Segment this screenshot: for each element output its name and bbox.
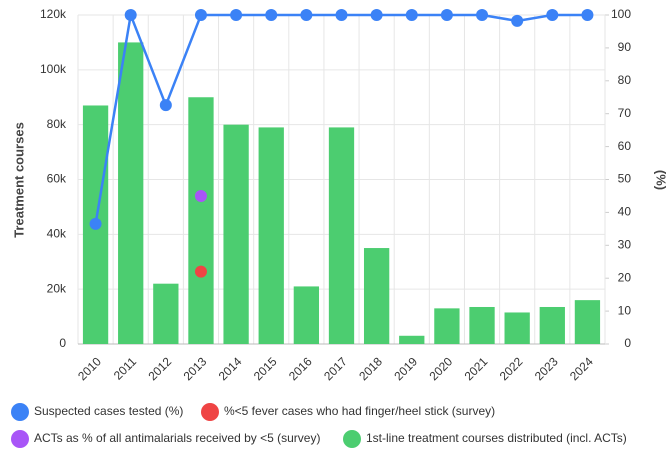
line-point [370,9,383,21]
bar [504,312,530,344]
bar [293,286,320,344]
line-point [511,14,524,27]
x-tick-label: 2019 [391,354,420,383]
y2-axis-title: (%) [654,170,669,190]
line-point [230,9,243,21]
legend-marker [11,430,29,448]
x-tick-label: 2015 [251,354,280,383]
legend-marker [201,403,219,421]
line-point [159,99,172,112]
line-point [476,9,489,21]
y2-tick-label: 80 [618,73,632,87]
legend-label: %<5 fever cases who had finger/heel stic… [224,404,495,418]
y2-tick-label: 70 [618,106,632,120]
line-point [581,9,594,21]
bar [469,306,495,344]
x-tick-label: 2016 [286,354,315,383]
scatter-point [194,265,207,278]
x-tick-label: 2018 [356,354,385,383]
bar [539,306,565,344]
y-axis-title: Treatment courses [11,122,26,238]
line-point [300,9,313,21]
legend-label: Suspected cases tested (%) [34,404,183,418]
x-tick-label: 2013 [181,354,210,383]
x-tick-label: 2017 [321,354,350,383]
line-point [405,9,418,21]
line-point [546,9,559,21]
legend-label: 1st-line treatment courses distributed (… [366,431,627,445]
x-tick-label: 2021 [462,354,491,383]
x-tick-label: 2014 [216,354,245,383]
legend-marker [11,403,29,421]
y-tick-label: 100k [40,62,67,76]
y2-tick-label: 40 [618,205,632,219]
y-tick-label: 0 [59,336,66,350]
y-tick-label: 120k [40,7,67,21]
y-tick-label: 40k [47,227,67,241]
legend-label: ACTs as % of all antimalarials received … [34,431,320,445]
x-tick-label: 2024 [567,354,596,383]
x-tick-label: 2012 [145,354,174,383]
line-point [265,9,278,21]
line-point [124,9,137,21]
y2-tick-label: 0 [624,336,631,350]
y2-tick-label: 30 [618,237,632,251]
bar [118,42,144,345]
y2-tick-label: 20 [618,270,632,284]
line-point [440,9,453,21]
line-point [194,9,207,21]
bar [434,308,460,344]
y2-tick-label: 90 [618,40,632,54]
x-tick-label: 2020 [426,354,455,383]
y2-tick-label: 100 [611,7,631,21]
bar [258,127,284,345]
x-tick-label: 2023 [532,354,561,383]
bar [223,124,249,345]
x-tick-label: 2010 [75,354,104,383]
y2-tick-label: 60 [618,139,632,153]
bar [188,97,214,344]
line-point [89,217,102,230]
y-tick-label: 80k [47,117,67,131]
legend-marker [343,430,361,448]
y-tick-label: 60k [47,172,67,186]
bar [399,335,425,344]
bar [574,300,601,344]
bar [363,248,390,344]
line-point [335,9,348,21]
bar [328,127,355,345]
x-tick-label: 2022 [497,354,526,383]
y2-tick-label: 10 [618,303,632,317]
y-tick-label: 20k [47,281,67,295]
y2-tick-label: 50 [618,172,632,186]
scatter-point [194,189,207,202]
bar [153,283,179,344]
x-tick-label: 2011 [111,354,139,382]
